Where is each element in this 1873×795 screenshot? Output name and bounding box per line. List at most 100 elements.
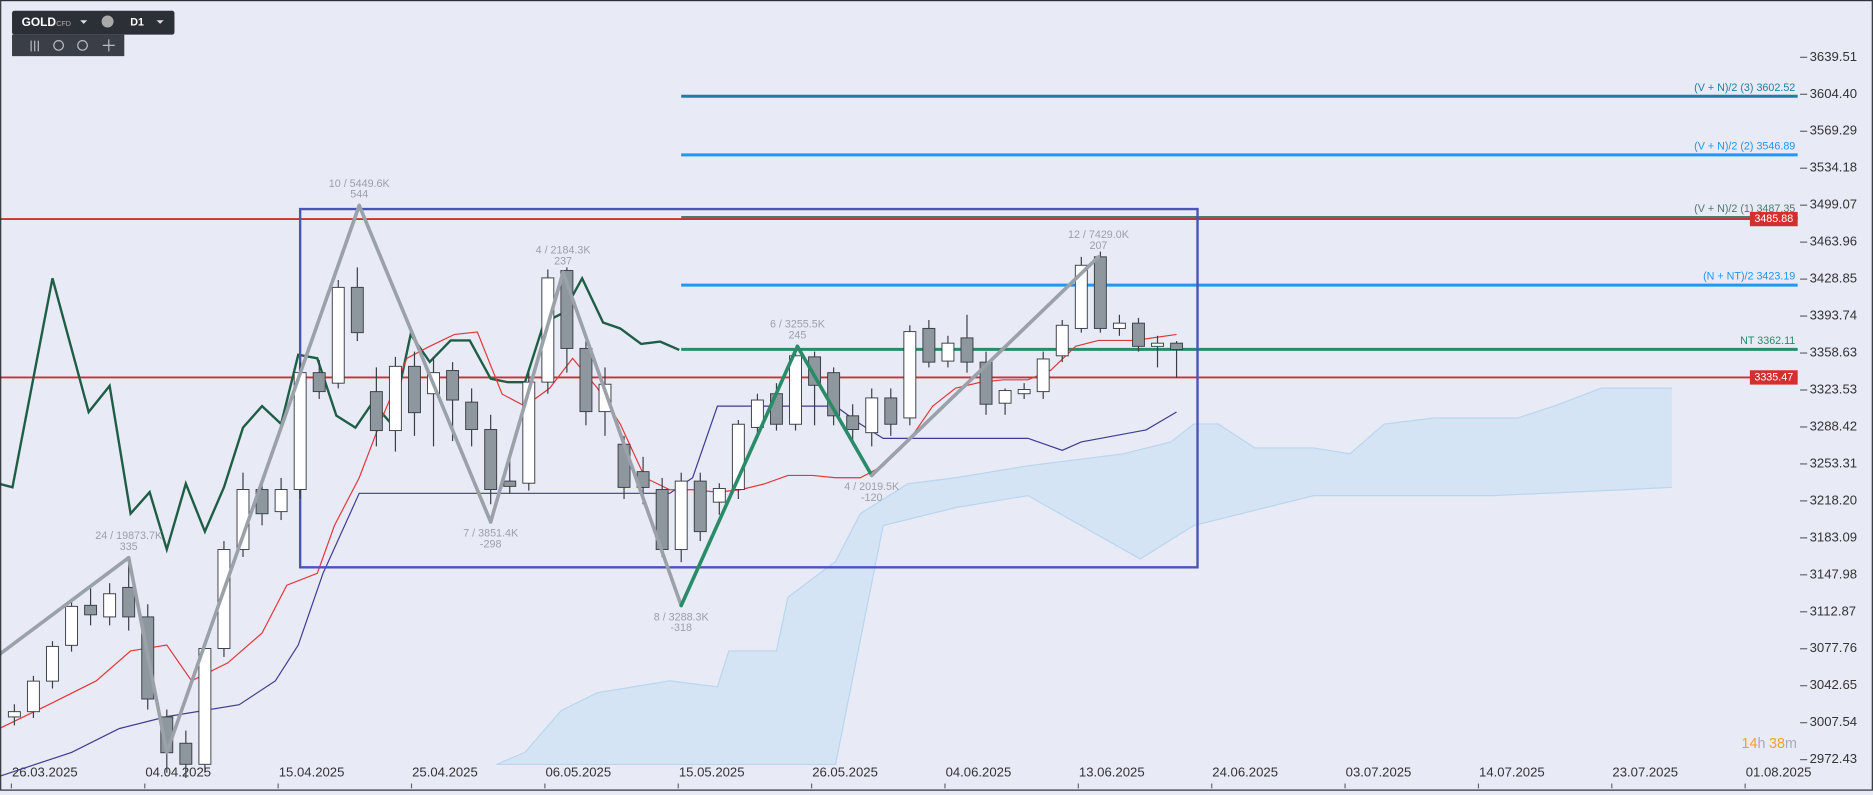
candle-body	[827, 372, 841, 417]
candle-body	[998, 390, 1012, 404]
candle-body	[1132, 322, 1145, 347]
pivot-sublabel: 237	[554, 255, 572, 267]
candle-body	[465, 401, 479, 430]
y-tick-label: 2972.43	[1810, 751, 1857, 766]
candle-body	[331, 286, 345, 384]
y-tick-label: 3253.31	[1810, 455, 1857, 470]
pivot-label: 7 / 3851.4K	[463, 528, 519, 540]
x-tick-label: 04.06.2025	[946, 764, 1012, 779]
y-tick-label: 3183.09	[1810, 529, 1857, 544]
candle-body	[26, 680, 40, 713]
tools-bar	[12, 34, 125, 57]
y-tick-label: 3288.42	[1810, 418, 1857, 433]
pivot-sublabel: -318	[670, 622, 692, 634]
pivot-sublabel: 207	[1089, 240, 1107, 252]
chart-type-icon[interactable]	[30, 40, 39, 52]
zoom-in-icon[interactable]	[77, 40, 88, 51]
y-tick-label: 3463.96	[1810, 234, 1857, 249]
pivot-label: 4 / 2184.3K	[536, 245, 592, 257]
x-tick-label: 23.07.2025	[1612, 764, 1678, 779]
y-tick-label: 3112.87	[1810, 603, 1856, 618]
candle-body	[503, 480, 517, 487]
y-tick-label: 3358.63	[1810, 345, 1857, 360]
level-label: NT 3362.11	[1740, 335, 1795, 347]
x-tick-label: 26.03.2025	[12, 764, 78, 779]
level-label: (V + N)/2 (3) 3602.52	[1694, 82, 1795, 94]
x-tick-label: 15.04.2025	[279, 764, 345, 779]
x-tick-label: 03.07.2025	[1346, 764, 1412, 779]
indicator-line	[0, 331, 1177, 729]
timer-m: m	[1785, 736, 1797, 752]
pivot-label: 10 / 5449.6K	[329, 178, 391, 190]
pivot-label: 4 / 2019.5K	[844, 481, 900, 493]
market: CFD	[56, 20, 71, 28]
timeframe-arrow[interactable]	[156, 20, 164, 24]
pivot-label: 8 / 3288.3K	[654, 611, 710, 623]
y-tick-label: 3499.07	[1810, 197, 1857, 212]
candle-body	[560, 270, 574, 349]
candle-body	[922, 327, 936, 363]
candle-body	[979, 361, 993, 405]
zigzag-segment	[0, 555, 131, 657]
candle-body	[579, 347, 593, 413]
y-tick-label: 3147.98	[1810, 566, 1857, 581]
pivot-label: 12 / 7429.0K	[1068, 229, 1130, 241]
pivot-sublabel: -298	[480, 538, 502, 550]
zigzag-segment	[795, 344, 874, 478]
symbol[interactable]: GOLD	[22, 15, 57, 29]
candle-body	[750, 399, 764, 428]
cloud-edge	[496, 486, 1672, 766]
candle-body	[388, 365, 402, 432]
info-icon[interactable]	[101, 15, 114, 28]
symbol-bar[interactable]	[12, 10, 175, 35]
timer-hours: 14	[1742, 736, 1758, 752]
timeframe[interactable]: D1	[130, 17, 144, 29]
price-box-label: 3485.88	[1754, 213, 1793, 225]
candle-body	[941, 342, 955, 362]
x-tick-label: 15.05.2025	[679, 764, 745, 779]
candle-body	[103, 593, 117, 618]
y-tick-label: 3569.29	[1810, 123, 1857, 138]
x-tick-label: 24.06.2025	[1212, 764, 1278, 779]
candle-body	[789, 355, 802, 425]
candle-body	[865, 397, 879, 434]
y-tick-label: 3428.85	[1810, 271, 1857, 286]
zigzag-segment	[869, 255, 1101, 478]
zigzag-segment	[561, 270, 683, 608]
candle-body	[65, 605, 78, 646]
candle-body	[903, 331, 917, 419]
candle-body	[808, 356, 822, 386]
candle-body	[1093, 256, 1107, 329]
candle-body	[712, 487, 726, 503]
level-label: (V + N)/2 (2) 3546.89	[1694, 140, 1795, 152]
y-tick-label: 3323.53	[1810, 381, 1857, 396]
candle-body	[198, 648, 212, 765]
candle-body	[312, 372, 326, 393]
candle-body	[731, 423, 745, 490]
candle-body	[617, 443, 631, 488]
candle-body	[274, 489, 288, 513]
candle-body	[693, 480, 707, 533]
y-tick-label: 3639.51	[1810, 49, 1857, 64]
price-box	[1749, 211, 1798, 227]
x-tick-label: 26.05.2025	[812, 764, 878, 779]
pivot-sublabel: 544	[350, 189, 368, 201]
candle-timer: 14h 38m	[1742, 736, 1797, 752]
candle-body	[1170, 342, 1184, 350]
candle-body	[369, 391, 383, 432]
candle-body	[179, 742, 193, 765]
zigzag-segment	[679, 344, 800, 608]
candle-body	[598, 383, 612, 413]
ichimoku-cloud	[496, 388, 1672, 765]
pivot-label: 24 / 19873.7K	[95, 530, 163, 542]
y-tick-label: 3007.54	[1810, 714, 1857, 729]
zoom-out-icon[interactable]	[53, 40, 64, 51]
plot: 3639.51 3604.40 3569.29 3534.18 3499.07 3463.…	[0, 49, 1857, 789]
toolbar[interactable]: GOLD CFD D1	[12, 10, 175, 57]
move-icon[interactable]	[102, 39, 115, 52]
zigzag-segment	[357, 203, 493, 524]
dropdown-arrow[interactable]	[80, 20, 88, 24]
x-tick-label: 04.04.2025	[145, 764, 211, 779]
price-box-label: 3335.47	[1754, 371, 1793, 383]
